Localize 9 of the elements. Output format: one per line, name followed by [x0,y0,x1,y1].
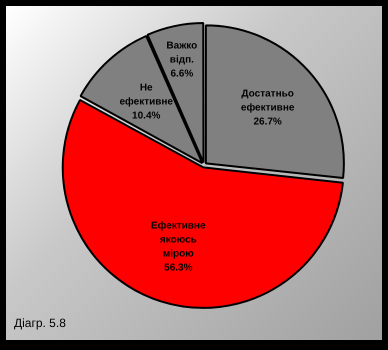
slice-label: Важко відп. [166,40,198,66]
slice-label: Не ефективне [119,82,174,108]
data-label: 10.4% [132,110,160,122]
data-label: 26.7% [253,116,282,128]
text: Діагр. 5.8 [14,316,66,330]
slice-label: Ефективне якоюсь мірою [151,220,206,260]
data-label: 56.3% [164,262,193,274]
data-label: 6.6% [170,68,194,80]
slice-label: Достатньо ефективне [240,88,295,114]
